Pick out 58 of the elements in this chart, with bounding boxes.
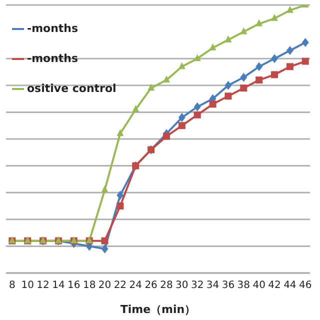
point bbox=[240, 27, 248, 34]
point bbox=[101, 185, 108, 192]
point bbox=[286, 6, 294, 13]
point bbox=[224, 80, 232, 90]
point bbox=[240, 84, 248, 92]
point bbox=[116, 190, 124, 200]
point bbox=[256, 19, 263, 26]
x-tick-label: 36 bbox=[222, 280, 235, 292]
legend-label: ositive control bbox=[27, 81, 116, 97]
point bbox=[224, 35, 232, 42]
x-tick-label: 40 bbox=[252, 280, 266, 292]
point bbox=[194, 54, 201, 62]
point bbox=[224, 92, 232, 100]
x-tick-label: 44 bbox=[284, 280, 296, 292]
legend-label: -months bbox=[27, 51, 78, 67]
point bbox=[101, 237, 108, 244]
point bbox=[178, 122, 186, 130]
point bbox=[101, 244, 108, 254]
x-tick-label: 16 bbox=[68, 280, 80, 292]
point bbox=[286, 63, 294, 70]
x-axis-title: Time（min） bbox=[120, 303, 196, 316]
x-tick-label: 34 bbox=[206, 280, 220, 292]
x-tick-label: 24 bbox=[129, 280, 142, 292]
point bbox=[286, 46, 294, 56]
point bbox=[256, 62, 263, 72]
point bbox=[302, 38, 309, 48]
point bbox=[194, 111, 201, 118]
point bbox=[271, 71, 278, 78]
point bbox=[302, 58, 309, 65]
legend-label: -months bbox=[27, 21, 78, 37]
x-tick-label: 38 bbox=[237, 280, 250, 292]
x-tick-label: 12 bbox=[36, 280, 50, 292]
point bbox=[148, 84, 155, 91]
point bbox=[271, 54, 278, 64]
point bbox=[256, 76, 263, 84]
x-tick-label: 10 bbox=[21, 280, 34, 292]
x-tick-label: 22 bbox=[114, 280, 127, 292]
x-tick-label: 30 bbox=[176, 280, 188, 292]
point bbox=[209, 43, 216, 50]
x-tick-label: 42 bbox=[268, 280, 281, 292]
x-tick-label: 20 bbox=[98, 280, 112, 292]
x-tick-label: 32 bbox=[190, 280, 204, 292]
point bbox=[178, 113, 186, 122]
x-tick-label: 28 bbox=[160, 280, 173, 292]
point bbox=[240, 72, 248, 82]
point bbox=[271, 14, 278, 21]
point bbox=[162, 132, 170, 140]
point bbox=[116, 129, 124, 136]
point bbox=[209, 100, 216, 108]
x-tick-label: 14 bbox=[52, 280, 65, 292]
point bbox=[178, 62, 186, 70]
x-tick-label: 26 bbox=[144, 280, 158, 292]
point bbox=[132, 105, 140, 112]
point bbox=[116, 202, 124, 210]
x-tick-label: 18 bbox=[82, 280, 96, 292]
x-tick-label: 46 bbox=[299, 280, 312, 292]
point bbox=[194, 102, 201, 112]
x-tick-label: 8 bbox=[8, 280, 16, 292]
